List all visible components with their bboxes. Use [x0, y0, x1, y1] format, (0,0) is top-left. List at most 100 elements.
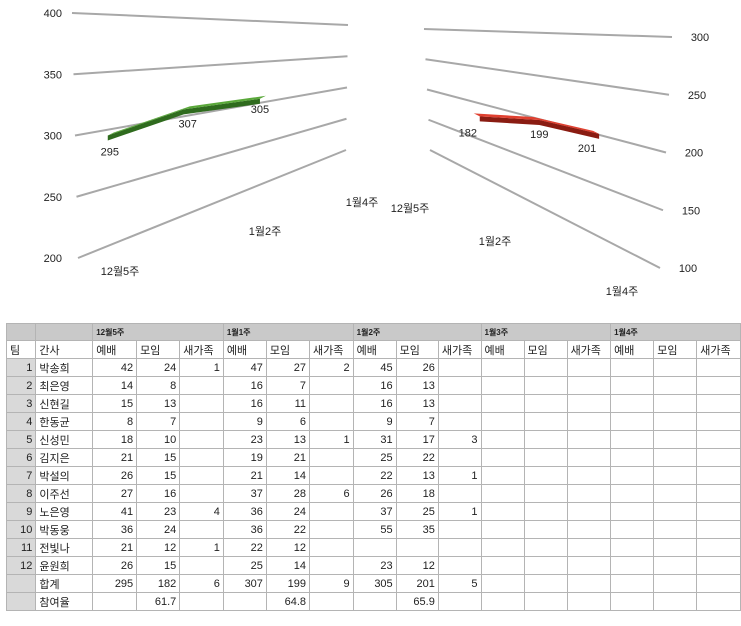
table-cell	[696, 448, 741, 467]
table-cell	[523, 376, 568, 395]
gridline	[423, 28, 673, 38]
table-row: 3 신현길 15 13 16 11 16 13	[5, 394, 741, 413]
table-cell	[352, 592, 397, 611]
sub-header: 새가족	[309, 340, 354, 359]
data-label: 182	[459, 127, 477, 139]
table-cell: 25	[352, 448, 397, 467]
table-cell: 14	[92, 376, 138, 395]
table-cell	[696, 592, 741, 611]
table-cell: 17	[395, 430, 439, 449]
gridline	[77, 149, 347, 259]
table-cell: 23	[136, 502, 181, 521]
leader-name: 최은영	[35, 376, 94, 395]
table-cell: 9	[309, 574, 354, 593]
table-cell	[309, 412, 354, 431]
table-cell	[523, 412, 568, 431]
table-cell: 13	[265, 430, 311, 449]
table-cell: 15	[136, 466, 181, 485]
table-cell: 12	[136, 538, 181, 557]
table-cell	[566, 484, 612, 503]
table-cell	[653, 520, 698, 539]
team-number: 11	[5, 538, 37, 557]
attendance-table: 12월5주 1월1주 1월2주 1월3주 1월4주 팀 간사 예배 모임 새가족 예배 모임 새가족 예배…	[5, 323, 741, 611]
table-cell	[309, 520, 354, 539]
table-cell	[480, 466, 525, 485]
sub-header: 예배	[610, 340, 655, 359]
y-tick-label: 300	[44, 131, 62, 143]
leader-name: 한동균	[35, 412, 94, 431]
week-header: 1월2주	[352, 323, 482, 341]
team-number: 8	[5, 484, 37, 503]
x-category-label: 1월4주	[346, 196, 378, 209]
table-cell: 26	[395, 358, 439, 377]
y-tick-label: 300	[691, 32, 709, 44]
table-cell: 1	[179, 538, 224, 557]
table-cell: 45	[352, 358, 397, 377]
table-cell	[480, 484, 525, 503]
table-cell	[523, 556, 568, 575]
table-cell	[696, 358, 741, 377]
sub-header: 새가족	[437, 340, 482, 359]
table-cell	[653, 448, 698, 467]
table-cell	[437, 412, 482, 431]
table-cell	[653, 502, 698, 521]
table-cell	[523, 448, 568, 467]
table-row: 1 박송희 42 24 1 47 27 2 45 26	[5, 358, 741, 377]
table-cell	[480, 574, 525, 593]
table-cell	[696, 412, 741, 431]
table-cell	[179, 412, 224, 431]
table-cell	[437, 520, 482, 539]
table-cell: 7	[395, 412, 439, 431]
table-cell	[437, 448, 482, 467]
row-label: 합계	[35, 574, 94, 593]
table-cell	[523, 574, 568, 593]
table-cell: 24	[136, 520, 181, 539]
table-cell	[566, 448, 612, 467]
table-row: 7 박설의 26 15 21 14 22 13 1	[5, 466, 741, 485]
table-cell	[92, 592, 138, 611]
table-cell	[309, 448, 354, 467]
table-cell	[480, 520, 525, 539]
leader-name: 김지은	[35, 448, 94, 467]
table-cell	[696, 520, 741, 539]
table-cell	[480, 538, 525, 557]
table-cell	[523, 520, 568, 539]
table-cell: 21	[92, 538, 138, 557]
table-cell	[566, 502, 612, 521]
team-number: 9	[5, 502, 37, 521]
leader-name: 박설의	[35, 466, 94, 485]
table-cell	[437, 394, 482, 413]
week-header: 1월4주	[610, 323, 741, 341]
table-cell: 24	[265, 502, 311, 521]
table-cell: 9	[222, 412, 267, 431]
data-label: 307	[179, 118, 197, 130]
table-cell: 1	[437, 466, 482, 485]
table-cell: 41	[92, 502, 138, 521]
x-category-label: 12월5주	[101, 265, 140, 278]
table-cell	[610, 358, 655, 377]
table-cell	[696, 430, 741, 449]
table-cell: 21	[222, 466, 267, 485]
leader-name: 신성민	[35, 430, 94, 449]
table-cell: 13	[395, 466, 439, 485]
x-category-label: 1월2주	[249, 225, 281, 238]
table-cell: 15	[92, 394, 138, 413]
table-cell	[480, 430, 525, 449]
table-cell	[566, 592, 612, 611]
table-cell: 36	[222, 502, 267, 521]
table-cell: 14	[265, 466, 311, 485]
table-cell	[653, 466, 698, 485]
gridline	[71, 12, 349, 26]
table-cell	[610, 412, 655, 431]
gridline	[425, 58, 670, 96]
table-cell: 3	[437, 430, 482, 449]
gridline	[76, 117, 347, 198]
table-cell	[566, 430, 612, 449]
gridline	[428, 118, 664, 212]
table-cell	[696, 376, 741, 395]
table-cell	[653, 556, 698, 575]
table-cell: 19	[222, 448, 267, 467]
table-cell	[653, 394, 698, 413]
sub-header: 모임	[136, 340, 181, 359]
y-tick-label: 200	[685, 148, 703, 160]
